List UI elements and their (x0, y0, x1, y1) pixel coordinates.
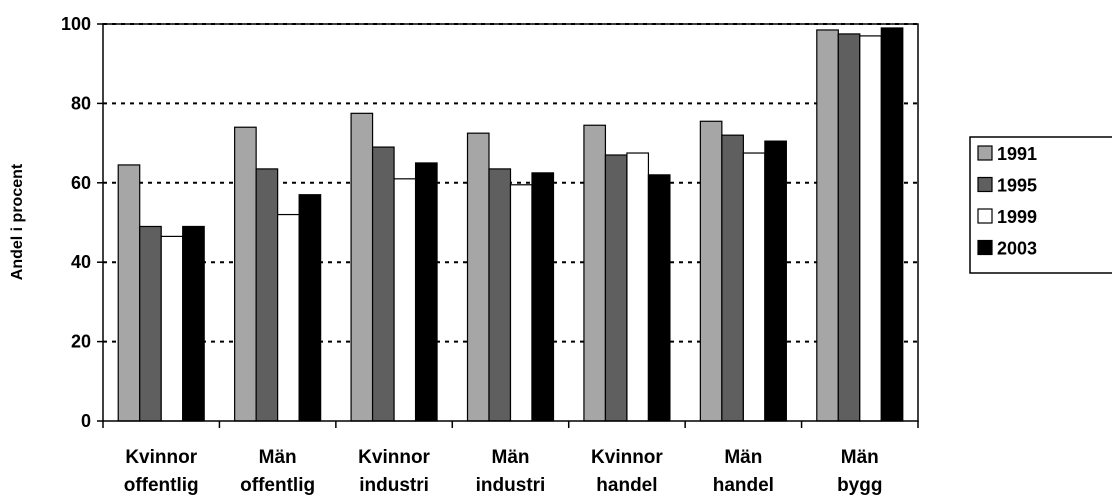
legend-swatch-1999 (977, 208, 993, 224)
bar-1991 (466, 132, 490, 422)
legend-label-1995: 1995 (997, 176, 1037, 196)
plot-frame (102, 23, 919, 422)
bar-1991 (117, 164, 141, 422)
y-tick-label: 100 (61, 14, 91, 34)
bar-1991 (699, 120, 723, 422)
x-category-label: Män (724, 447, 762, 468)
bar-1995 (139, 225, 162, 422)
bar-1995 (488, 168, 512, 422)
bar-1999 (859, 35, 882, 422)
legend-swatch-1991 (977, 145, 993, 161)
bar-1995 (371, 146, 395, 422)
legend-label-1991: 1991 (997, 144, 1037, 164)
bar-2003 (647, 174, 671, 422)
bar-1991 (816, 29, 839, 422)
bar-1995 (837, 33, 861, 422)
x-category-label: industri (476, 475, 546, 496)
bar-1999 (742, 152, 766, 422)
bar-1995 (604, 154, 628, 422)
legend: 1991 1995 1999 2003 (969, 136, 1112, 274)
bar-2003 (880, 27, 904, 422)
bar-2003 (764, 140, 787, 422)
x-category-label: Kvinnor (125, 447, 197, 468)
axes (97, 23, 919, 428)
bar-1991 (583, 124, 607, 422)
y-tick-labels: 0 20 40 60 80 100 (61, 14, 91, 431)
x-category-label: offentlig (240, 475, 315, 496)
bar-2003 (531, 172, 555, 422)
bar-1995 (721, 134, 744, 422)
x-category-label: Män (259, 447, 297, 468)
x-category-labels: Kvinnor offentlig Män offentlig Kvinnor indus… (124, 447, 883, 496)
bar-2003 (298, 194, 322, 422)
x-category-label: Män (492, 447, 530, 468)
x-category-label: Män (841, 447, 879, 468)
bars (117, 27, 904, 422)
bar-1991 (234, 126, 257, 422)
legend-box (969, 136, 1112, 274)
y-tick-label: 0 (81, 411, 91, 431)
y-axis-title: Andel i procent (9, 163, 26, 280)
x-category-label: Kvinnor (358, 447, 430, 468)
bar-1991 (350, 112, 374, 422)
x-category-label: handel (713, 475, 774, 496)
y-tick-label: 20 (71, 332, 91, 352)
bar-1999 (393, 178, 417, 422)
legend-label-2003: 2003 (997, 239, 1037, 259)
x-category-label: Kvinnor (591, 447, 663, 468)
x-category-label: bygg (837, 475, 882, 496)
x-category-label: handel (596, 475, 657, 496)
y-tick-label: 40 (71, 252, 91, 272)
bar-1999 (277, 213, 300, 422)
bar-1995 (255, 168, 279, 422)
legend-label-1999: 1999 (997, 207, 1037, 227)
bar-2003 (182, 225, 205, 422)
bar-1999 (626, 152, 650, 422)
x-category-label: industri (359, 475, 429, 496)
legend-swatch-1995 (977, 176, 993, 193)
y-tick-label: 60 (71, 173, 91, 193)
bar-1999 (509, 184, 533, 422)
bar-2003 (414, 162, 438, 422)
bar-1999 (160, 235, 184, 422)
legend-swatch-2003 (977, 239, 993, 256)
x-category-label: offentlig (124, 475, 199, 496)
y-tick-label: 80 (71, 93, 91, 113)
